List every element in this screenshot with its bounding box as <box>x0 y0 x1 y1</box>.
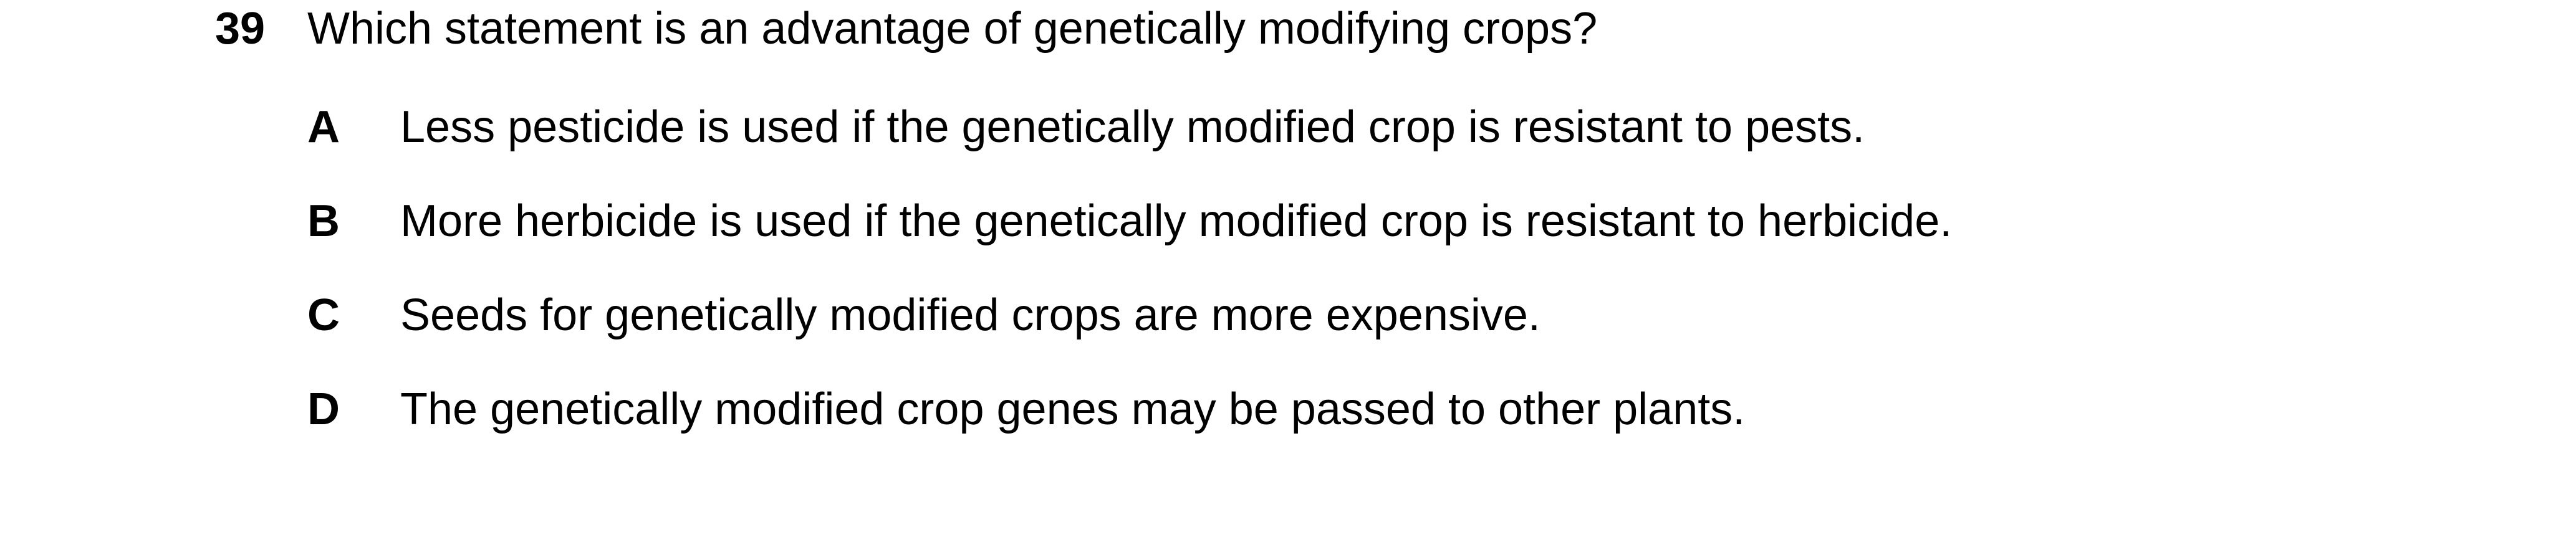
option-text: Seeds for genetically modified crops are… <box>400 290 1540 340</box>
option-letter: C <box>307 290 340 340</box>
option-d[interactable]: D The genetically modified crop genes ma… <box>0 387 2576 443</box>
option-b[interactable]: B More herbicide is used if the genetica… <box>0 199 2576 255</box>
option-letter: A <box>307 102 340 152</box>
option-a[interactable]: A Less pesticide is used if the genetica… <box>0 105 2576 161</box>
option-text: Less pesticide is used if the geneticall… <box>400 102 1865 152</box>
option-letter: D <box>307 384 340 434</box>
question-number: 39 <box>215 4 266 54</box>
question-text: Which statement is an advantage of genet… <box>307 4 1598 54</box>
option-text: More herbicide is used if the geneticall… <box>400 196 1953 246</box>
option-c[interactable]: C Seeds for genetically modified crops a… <box>0 293 2576 349</box>
option-letter: B <box>307 196 340 246</box>
option-text: The genetically modified crop genes may … <box>400 384 1746 434</box>
